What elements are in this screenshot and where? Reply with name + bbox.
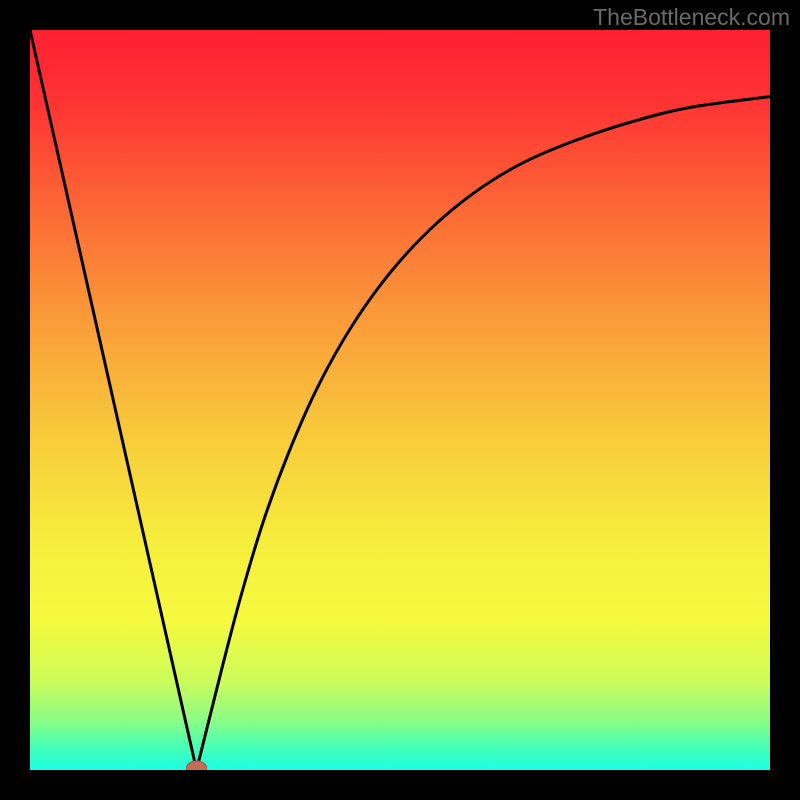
watermark-text: TheBottleneck.com bbox=[593, 4, 790, 31]
frame-bottom bbox=[0, 770, 800, 800]
curve-right-segment bbox=[197, 97, 771, 770]
curve-left-segment bbox=[30, 30, 197, 770]
frame-right bbox=[770, 0, 800, 800]
optimal-point-marker bbox=[187, 761, 207, 770]
bottleneck-curve bbox=[30, 30, 770, 770]
plot-area bbox=[30, 30, 770, 770]
frame-left bbox=[0, 0, 30, 800]
